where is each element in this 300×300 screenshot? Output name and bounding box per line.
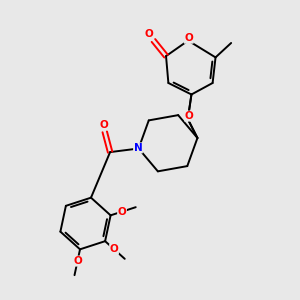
Text: O: O: [184, 33, 193, 43]
Text: O: O: [100, 120, 109, 130]
Text: O: O: [73, 256, 82, 266]
Text: O: O: [185, 111, 194, 121]
Text: O: O: [145, 29, 153, 39]
Text: N: N: [134, 143, 142, 153]
Text: O: O: [110, 244, 118, 254]
Text: O: O: [118, 207, 126, 217]
